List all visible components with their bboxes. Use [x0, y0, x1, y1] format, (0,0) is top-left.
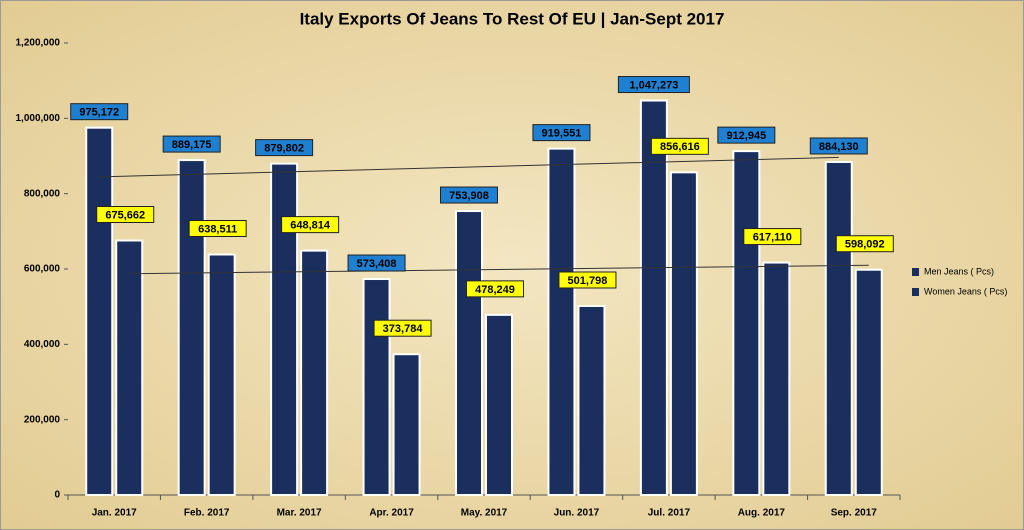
bar [547, 147, 576, 496]
y-tick-label: 600,000 [24, 264, 61, 275]
value-label: 373,784 [383, 323, 424, 335]
bar [455, 210, 483, 496]
bar [115, 239, 144, 496]
bar [854, 268, 883, 497]
y-tick-label: 800,000 [24, 188, 61, 199]
value-label: 879,802 [264, 143, 304, 155]
legend-swatch [912, 288, 919, 296]
x-tick-label: Jan. 2017 [92, 508, 137, 519]
y-tick-label: 0 [54, 490, 60, 501]
value-label: 975,172 [79, 107, 119, 119]
legend-swatch [912, 268, 919, 276]
x-tick-label: Sep. 2017 [831, 508, 878, 519]
y-tick-label: 1,000,000 [16, 113, 61, 124]
value-label-box [440, 186, 498, 204]
value-label-box [373, 319, 432, 337]
bar [392, 353, 421, 497]
value-label-box [743, 228, 802, 246]
value-label: 617,110 [753, 231, 792, 243]
value-label-box [347, 254, 406, 272]
value-label: 638,511 [198, 223, 237, 235]
value-label-box [717, 126, 776, 144]
value-label-box [188, 219, 247, 237]
y-tick-label: 1,200,000 [16, 38, 61, 49]
bar [577, 304, 606, 496]
value-label-box [558, 271, 617, 289]
x-tick-label: Mar. 2017 [277, 508, 322, 519]
bar [669, 171, 698, 496]
value-label: 648,814 [290, 220, 331, 232]
value-label: 501,798 [568, 275, 608, 287]
value-label-box [617, 76, 690, 94]
value-label-box [162, 135, 221, 153]
bar [732, 150, 761, 496]
value-label: 919,551 [542, 128, 582, 140]
y-tick-label: 200,000 [24, 414, 61, 425]
value-label: 889,175 [172, 139, 212, 151]
x-tick-label: Jun. 2017 [554, 508, 600, 519]
value-label-box [96, 206, 155, 224]
value-label-box [281, 216, 340, 234]
bar [207, 253, 236, 496]
value-label: 1,047,273 [629, 79, 678, 91]
legend-label: Women Jeans ( Pcs) [924, 286, 1007, 296]
value-label: 884,130 [819, 141, 859, 153]
bar [639, 99, 668, 497]
legend-label: Men Jeans ( Pcs) [924, 266, 994, 276]
trend-line [99, 156, 839, 178]
value-label-box [650, 137, 709, 155]
x-tick-label: May. 2017 [461, 508, 508, 519]
bar [177, 159, 206, 496]
value-label-box [255, 139, 314, 157]
value-label: 912,945 [726, 130, 766, 142]
value-label-box [532, 124, 591, 142]
value-label: 598,092 [845, 239, 885, 251]
value-label-box [466, 280, 524, 298]
bar [85, 126, 114, 496]
bar [362, 278, 391, 496]
x-tick-label: Aug. 2017 [738, 508, 786, 519]
value-label: 675,662 [105, 209, 145, 221]
value-label: 478,249 [475, 284, 515, 296]
bar [270, 162, 299, 496]
chart-title: Italy Exports Of Jeans To Rest Of EU | J… [300, 9, 725, 28]
x-tick-label: Apr. 2017 [369, 508, 414, 519]
x-tick-label: Jul. 2017 [648, 508, 691, 519]
value-label: 753,908 [449, 190, 489, 202]
trend-line [129, 264, 869, 275]
bar [762, 261, 791, 496]
bar [485, 313, 513, 497]
x-tick-label: Feb. 2017 [184, 508, 230, 519]
value-label: 573,408 [357, 258, 397, 270]
bar [824, 160, 853, 497]
value-label-box [809, 137, 868, 155]
value-label-box [835, 235, 894, 253]
value-label: 856,616 [660, 141, 700, 153]
value-label-box [70, 103, 129, 121]
y-tick-label: 400,000 [24, 339, 61, 350]
bar [300, 249, 329, 496]
